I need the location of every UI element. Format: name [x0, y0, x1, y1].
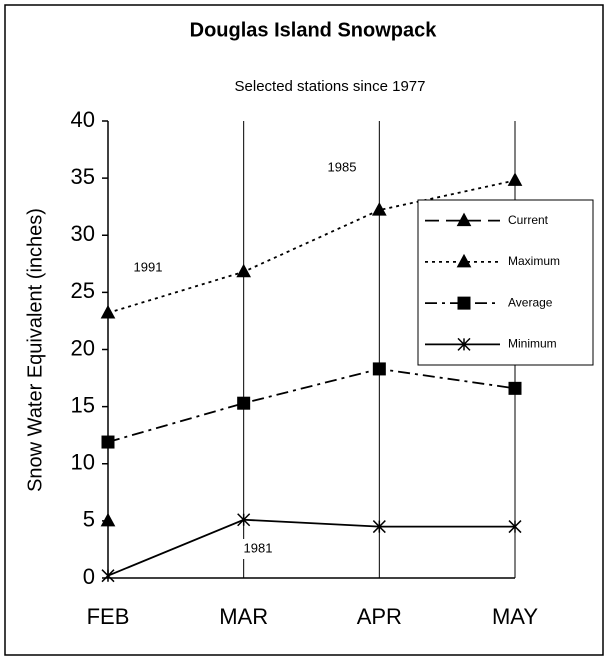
marker [101, 569, 115, 583]
chart-title: Douglas Island Snowpack [190, 19, 438, 41]
legend-label: Maximum [508, 254, 560, 268]
chart-subtitle: Selected stations since 1977 [235, 78, 426, 95]
marker [371, 202, 387, 216]
marker [100, 304, 116, 319]
x-tick-label: FEB [87, 604, 130, 629]
x-tick-label: APR [357, 604, 402, 629]
annotation: 1991 [134, 259, 163, 274]
y-tick-label: 35 [71, 164, 95, 189]
marker [507, 172, 523, 186]
y-tick-label: 25 [71, 278, 95, 303]
y-tick-label: 30 [71, 221, 95, 246]
x-tick-label: MAY [492, 604, 538, 629]
annotation-bg [126, 258, 170, 278]
marker [457, 296, 471, 310]
series-line [107, 368, 516, 443]
marker [508, 381, 522, 395]
marker [508, 520, 522, 534]
y-tick-label: 0 [83, 564, 95, 589]
y-tick-label: 20 [71, 335, 95, 360]
legend-label: Current [508, 213, 549, 227]
marker [456, 253, 472, 268]
marker [237, 396, 251, 410]
marker [372, 362, 386, 376]
marker [236, 263, 252, 278]
marker [237, 513, 251, 527]
y-tick-label: 15 [71, 392, 95, 417]
marker [101, 435, 115, 449]
y-tick-label: 40 [71, 107, 95, 132]
marker [457, 337, 471, 351]
y-tick-label: 10 [71, 450, 95, 475]
series-line [107, 179, 516, 314]
annotation-bg [320, 158, 364, 178]
marker [100, 512, 116, 527]
series-line [107, 518, 515, 577]
annotation: 1981 [244, 540, 273, 555]
y-axis-title: Snow Water Equivalent (inches) [24, 208, 46, 492]
x-tick-label: MAR [219, 604, 268, 629]
legend-label: Average [508, 295, 553, 309]
annotation-bg [236, 539, 280, 559]
annotation: 1985 [328, 159, 357, 174]
legend-label: Minimum [508, 337, 557, 351]
marker [456, 212, 472, 227]
legend-box [417, 199, 594, 366]
marker [372, 520, 386, 534]
y-tick-label: 5 [83, 507, 95, 532]
